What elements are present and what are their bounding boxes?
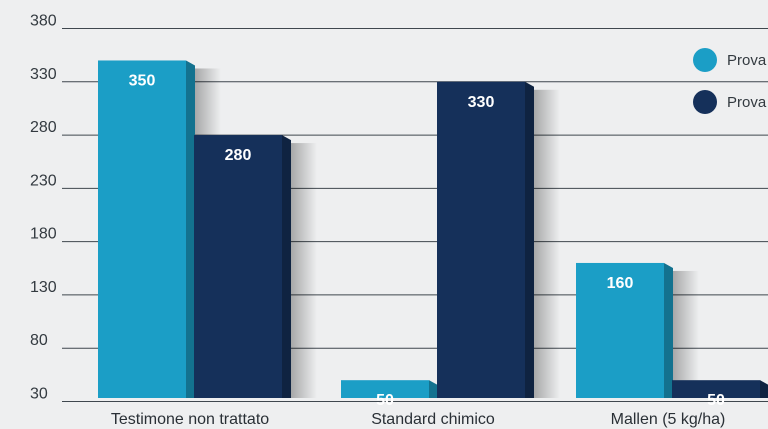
legend-swatch	[693, 48, 717, 72]
y-tick-label: 80	[30, 332, 48, 349]
legend-item: Prova	[693, 90, 767, 114]
y-tick-label: 30	[30, 386, 48, 403]
bar-value-label: 160	[607, 275, 634, 292]
legend: Prova Prova	[693, 48, 767, 114]
bar: 280	[194, 135, 317, 399]
bar: 160	[576, 262, 699, 398]
legend-label: Prova	[727, 94, 767, 111]
x-tick-label: Testimone non trattato	[111, 411, 269, 428]
y-tick-label: 380	[30, 13, 57, 30]
x-tick-label: Mallen (5 kg/ha)	[611, 411, 726, 428]
legend-label: Prova	[727, 52, 767, 69]
bar-value-label: 280	[225, 147, 252, 164]
legend-item: Prova	[693, 48, 767, 72]
y-axis: 30 80 130 180 230 280 330 380	[30, 13, 57, 403]
bar: 50	[672, 380, 768, 409]
bar: 330	[437, 81, 560, 399]
bar-value-label: 350	[129, 72, 156, 89]
legend-swatch	[693, 90, 717, 114]
y-tick-label: 130	[30, 279, 57, 296]
bar-value-label: 330	[468, 94, 495, 111]
y-tick-label: 280	[30, 119, 57, 136]
x-axis: Testimone non trattato Standard chimico Ma…	[111, 411, 726, 428]
bar-value-label: 50	[376, 392, 394, 409]
y-tick-label: 330	[30, 66, 57, 83]
bars: 350 280 50 330 160 50	[98, 60, 768, 409]
y-tick-label: 180	[30, 226, 57, 243]
x-tick-label: Standard chimico	[371, 411, 495, 428]
bar: 350	[98, 60, 221, 398]
bar-value-label: 50	[707, 392, 725, 409]
y-tick-label: 230	[30, 172, 57, 189]
